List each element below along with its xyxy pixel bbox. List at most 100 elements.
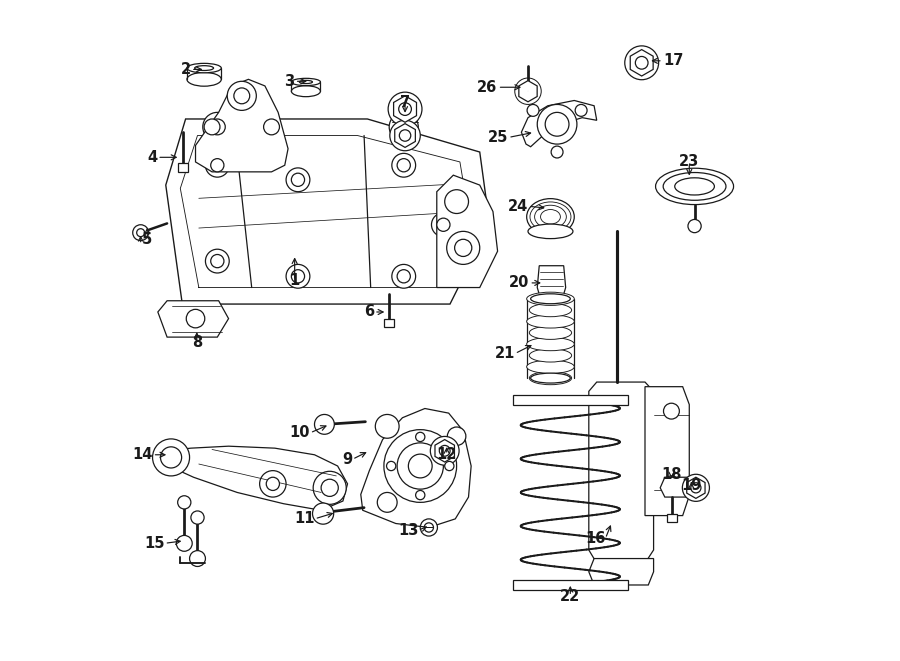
Circle shape	[625, 46, 659, 80]
Ellipse shape	[535, 205, 566, 228]
Text: 22: 22	[560, 589, 580, 603]
Ellipse shape	[655, 169, 733, 205]
Bar	[513, 395, 628, 405]
Polygon shape	[687, 477, 705, 498]
Ellipse shape	[292, 79, 320, 86]
Polygon shape	[195, 79, 288, 172]
Circle shape	[424, 523, 434, 532]
Circle shape	[409, 454, 432, 478]
Circle shape	[152, 439, 190, 476]
Text: 15: 15	[144, 536, 165, 551]
Ellipse shape	[300, 81, 312, 83]
Circle shape	[416, 490, 425, 500]
Text: 17: 17	[662, 54, 683, 68]
Circle shape	[400, 130, 410, 141]
Text: 12: 12	[436, 447, 457, 462]
Polygon shape	[165, 446, 347, 510]
Text: 2: 2	[181, 62, 191, 77]
Polygon shape	[630, 50, 653, 76]
Circle shape	[266, 477, 280, 490]
Circle shape	[390, 120, 420, 151]
Ellipse shape	[194, 65, 213, 71]
Circle shape	[264, 119, 280, 135]
Polygon shape	[435, 440, 454, 462]
Bar	[384, 319, 394, 327]
Circle shape	[691, 483, 701, 493]
Bar	[178, 163, 187, 172]
Circle shape	[292, 270, 304, 283]
Polygon shape	[395, 124, 416, 147]
Circle shape	[227, 81, 256, 110]
Circle shape	[137, 229, 145, 237]
Circle shape	[375, 414, 399, 438]
Text: 7: 7	[400, 95, 410, 110]
Text: 26: 26	[477, 80, 498, 95]
Ellipse shape	[530, 202, 571, 231]
Circle shape	[176, 535, 193, 551]
Text: 4: 4	[147, 150, 158, 165]
Circle shape	[454, 239, 472, 256]
Ellipse shape	[526, 292, 574, 305]
Polygon shape	[436, 175, 498, 288]
Circle shape	[430, 436, 459, 465]
Circle shape	[388, 92, 422, 126]
Circle shape	[688, 219, 701, 233]
Circle shape	[321, 479, 338, 496]
Circle shape	[210, 119, 225, 135]
Circle shape	[312, 503, 334, 524]
Text: 16: 16	[585, 531, 606, 546]
Ellipse shape	[529, 371, 572, 385]
Polygon shape	[661, 477, 693, 497]
Ellipse shape	[526, 338, 574, 351]
Text: 5: 5	[142, 232, 152, 247]
Text: 14: 14	[132, 447, 153, 462]
Circle shape	[416, 432, 425, 442]
Circle shape	[160, 447, 182, 468]
Circle shape	[377, 492, 397, 512]
Circle shape	[177, 496, 191, 509]
Polygon shape	[361, 408, 472, 527]
Circle shape	[205, 249, 230, 273]
Bar	[513, 580, 628, 590]
Circle shape	[286, 264, 310, 288]
Circle shape	[132, 225, 148, 241]
Circle shape	[314, 414, 334, 434]
Circle shape	[392, 264, 416, 288]
Ellipse shape	[187, 73, 221, 86]
Circle shape	[190, 551, 205, 566]
Polygon shape	[589, 382, 653, 563]
Circle shape	[527, 104, 539, 116]
Polygon shape	[180, 136, 470, 288]
Circle shape	[551, 146, 563, 158]
Bar	[668, 514, 677, 522]
Circle shape	[663, 476, 680, 492]
Text: 19: 19	[681, 479, 701, 493]
Ellipse shape	[541, 210, 561, 224]
Ellipse shape	[531, 373, 571, 383]
Circle shape	[439, 446, 450, 456]
Circle shape	[259, 471, 286, 497]
Circle shape	[635, 56, 648, 69]
Circle shape	[682, 475, 709, 501]
Circle shape	[545, 112, 569, 136]
Polygon shape	[521, 100, 597, 147]
Ellipse shape	[526, 315, 574, 328]
Text: 20: 20	[508, 276, 529, 290]
Circle shape	[202, 112, 232, 141]
Text: 3: 3	[284, 74, 294, 89]
Circle shape	[211, 254, 224, 268]
Circle shape	[313, 471, 346, 504]
Circle shape	[397, 270, 410, 283]
Polygon shape	[537, 266, 566, 294]
Circle shape	[537, 104, 577, 144]
Circle shape	[292, 173, 304, 186]
Text: 1: 1	[290, 274, 300, 288]
Circle shape	[397, 159, 410, 172]
Circle shape	[445, 461, 454, 471]
Circle shape	[445, 190, 469, 214]
Text: 11: 11	[294, 512, 314, 526]
Ellipse shape	[526, 360, 574, 373]
Ellipse shape	[529, 326, 572, 339]
Circle shape	[234, 88, 249, 104]
Circle shape	[663, 403, 680, 419]
